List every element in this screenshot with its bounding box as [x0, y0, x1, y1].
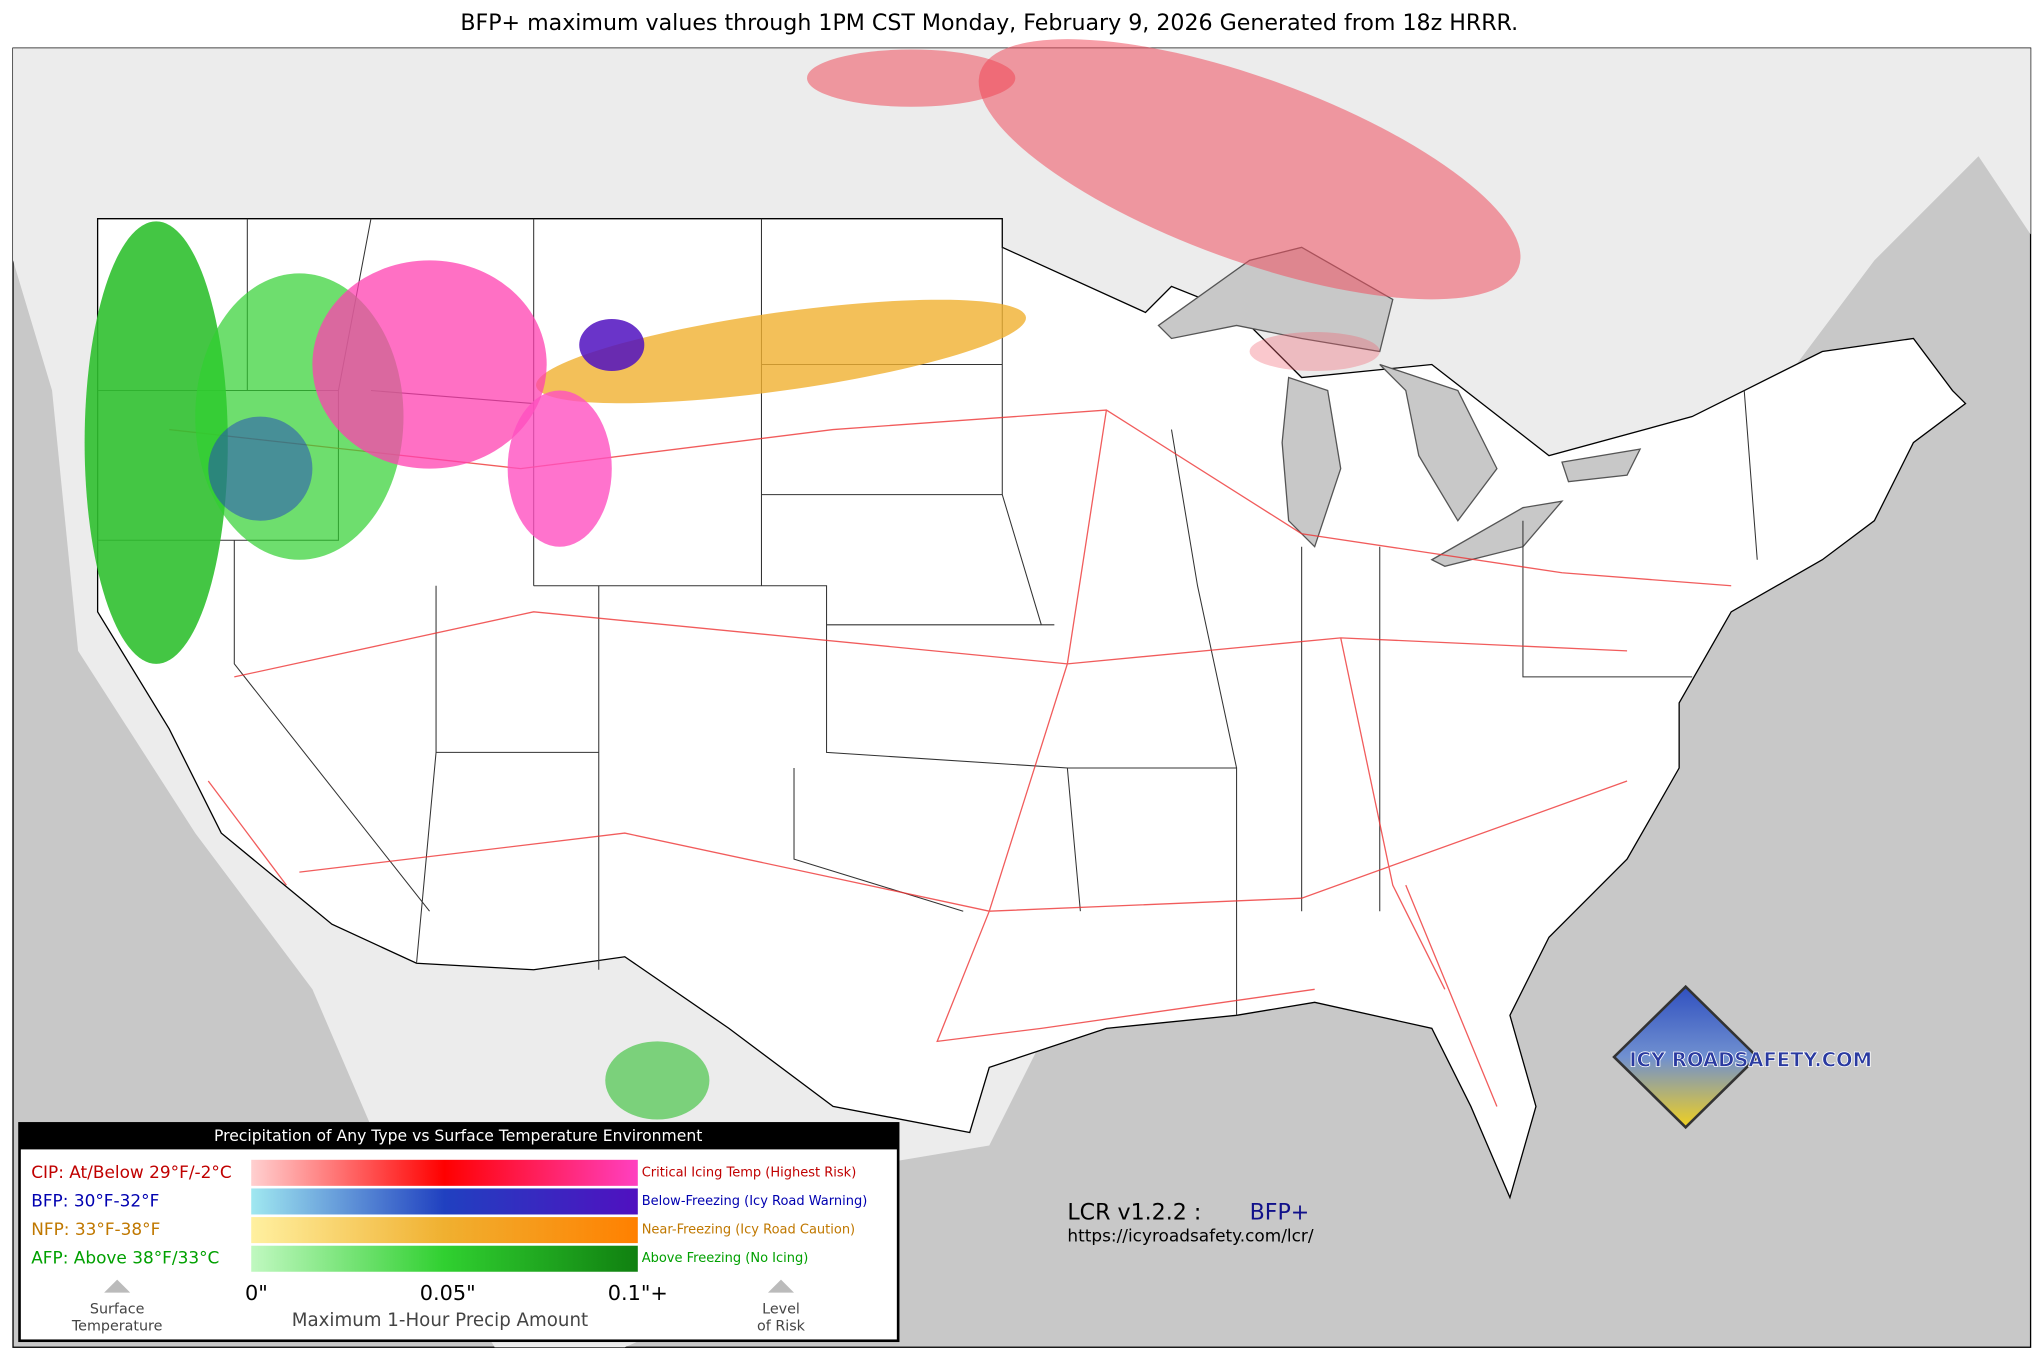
scale-label: 0"	[245, 1281, 268, 1305]
legend-description: Above Freezing (No Icing)	[642, 1251, 809, 1266]
bfp-area-montana	[579, 318, 645, 372]
highways	[169, 409, 1732, 1107]
marker-label: Level	[762, 1302, 800, 1318]
version-product: BFP+	[1250, 1200, 1310, 1226]
legend-axis-label: Maximum 1-Hour Precip Amount	[292, 1310, 588, 1331]
legend-label: AFP: Above 38°F/33°C	[31, 1248, 219, 1268]
map-title: BFP+ maximum values through 1PM CST Mond…	[460, 10, 1518, 36]
cip-area-wyoming	[507, 390, 612, 547]
afp-area-west	[84, 221, 228, 664]
legend-description: Critical Icing Temp (Highest Risk)	[642, 1165, 857, 1180]
legend-label: NFP: 33°F-38°F	[31, 1219, 160, 1239]
version-url: https://icyroadsafety.com/lcr/	[1067, 1226, 1313, 1246]
scale-label: 0.1"+	[608, 1281, 668, 1305]
legend-title: Precipitation of Any Type vs Surface Tem…	[214, 1127, 702, 1145]
cip-area-canada	[978, 39, 1521, 300]
version-label: LCR v1.2.2 :	[1067, 1200, 1201, 1226]
legend-label: CIP: At/Below 29°F/-2°C	[31, 1162, 231, 1182]
legend-label: BFP: 30°F-32°F	[31, 1190, 159, 1210]
scale-label: 0.05"	[420, 1281, 476, 1305]
lake-huron	[1379, 363, 1498, 522]
cip-area-north	[807, 49, 1016, 107]
precip-overlay	[84, 39, 1521, 1120]
nfp-band	[536, 299, 1026, 404]
legend-description: Near-Freezing (Icy Road Caution)	[642, 1223, 855, 1238]
legend: Precipitation of Any Type vs Surface Tem…	[18, 1122, 900, 1343]
cip-area-lakes	[1249, 331, 1380, 372]
legend-swatch	[251, 1245, 638, 1272]
legend-swatch	[251, 1188, 638, 1215]
marker-label: of Risk	[757, 1318, 806, 1334]
afp-area-mexico	[605, 1041, 710, 1120]
bfp-area-idaho	[208, 416, 313, 521]
lake-ontario	[1561, 448, 1642, 483]
logo-text: ICY ROADSAFETY.COM	[1629, 1048, 1872, 1071]
marker-label: Temperature	[71, 1318, 163, 1334]
lake-michigan	[1281, 376, 1342, 548]
lake-erie	[1430, 500, 1564, 567]
legend-swatch	[251, 1217, 638, 1244]
cip-area-rockies	[312, 260, 547, 469]
marker-label: Surface	[90, 1302, 145, 1318]
logo: ICY ROADSAFETY.COM	[1612, 984, 1872, 1130]
legend-description: Below-Freezing (Icy Road Warning)	[642, 1194, 868, 1209]
legend-swatch	[251, 1159, 638, 1186]
